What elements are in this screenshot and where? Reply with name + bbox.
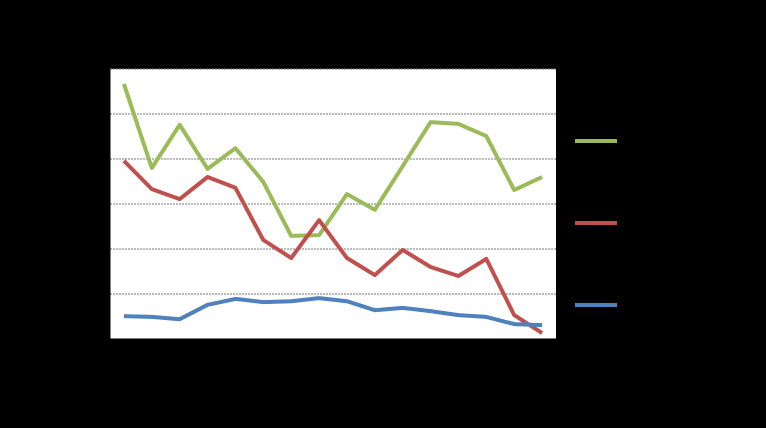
series-line xyxy=(122,83,543,238)
series-line xyxy=(123,296,543,328)
series-line xyxy=(122,159,544,335)
